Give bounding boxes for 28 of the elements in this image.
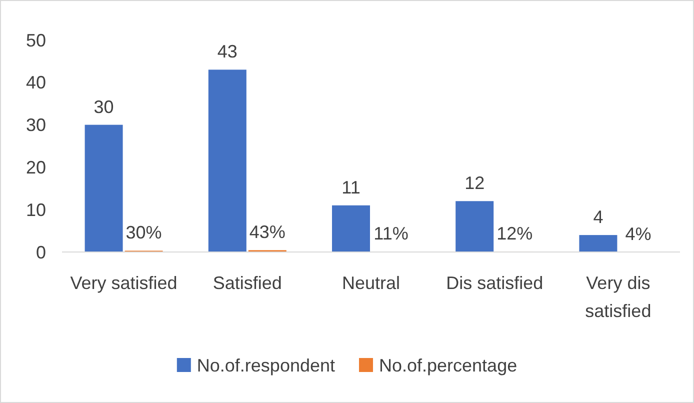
data-label: 11% xyxy=(374,224,408,244)
x-tick-label: Dis satisfied xyxy=(446,273,544,293)
y-tick-label: 20 xyxy=(26,158,46,178)
bar xyxy=(579,235,618,252)
y-tick-label: 0 xyxy=(36,242,46,262)
data-label: 4 xyxy=(593,207,604,228)
y-tick-label: 40 xyxy=(26,72,46,93)
bar xyxy=(456,201,494,252)
data-label: 30% xyxy=(126,222,162,243)
legend-label: No.of.percentage xyxy=(379,355,518,376)
y-tick-label: 10 xyxy=(26,200,46,220)
data-label: 43 xyxy=(217,42,238,62)
data-label: 30 xyxy=(94,96,114,117)
bar xyxy=(84,124,123,252)
data-label: 12% xyxy=(496,223,533,244)
bar xyxy=(208,70,246,252)
x-tick-label: Satisfied xyxy=(212,273,282,293)
data-label: 12 xyxy=(464,173,485,194)
legend-label: No.of.respondent xyxy=(196,355,335,376)
data-label: 11 xyxy=(342,177,360,198)
x-tick-label: Very dis satisfied xyxy=(585,273,652,321)
x-tick-label: Very satisfied xyxy=(70,273,178,293)
bar xyxy=(332,205,370,252)
y-tick-label: 50 xyxy=(26,30,46,50)
y-tick-label: 30 xyxy=(26,115,46,136)
x-tick-label: Neutral xyxy=(342,273,400,293)
data-label: 43% xyxy=(249,222,286,242)
data-label: 4% xyxy=(625,224,652,244)
